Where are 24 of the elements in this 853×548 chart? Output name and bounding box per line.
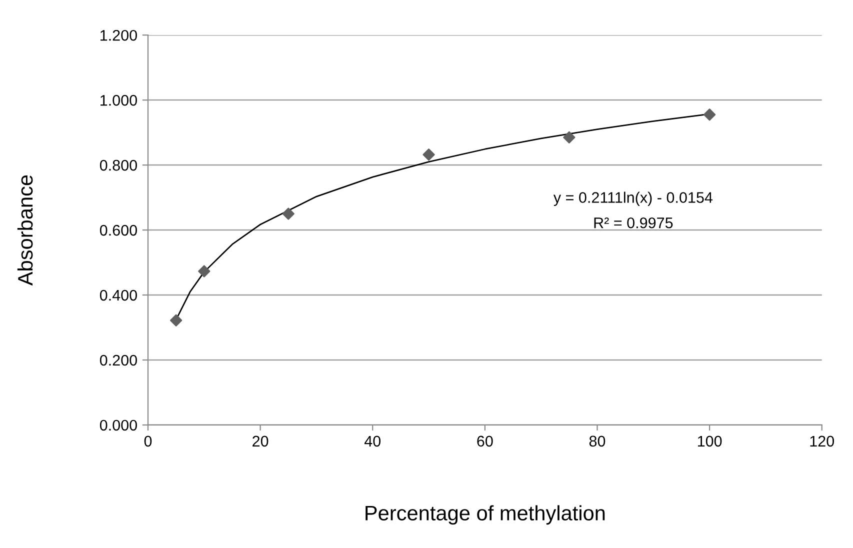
point [703, 108, 716, 121]
annotation: y = 0.2111ln(x) - 0.0154 [553, 192, 713, 206]
y-tick-label: 1.200 [100, 30, 137, 41]
x-axis-title: Percentage of methylation [366, 505, 605, 525]
x-tick-label: 120 [810, 436, 834, 447]
y-tick-label: 1.000 [100, 94, 137, 106]
y-axis-title: Absorbance [17, 175, 33, 286]
y-tick-label: 0.800 [100, 160, 137, 171]
x-tick-label: 80 [589, 436, 606, 447]
x-tick-label: 20 [252, 436, 268, 447]
x-tick-label: 100 [698, 436, 722, 447]
x-tick-label: 40 [364, 436, 381, 447]
y-tick-label: 0.000 [100, 420, 137, 431]
y-tick-label: 0.600 [100, 224, 137, 236]
point [170, 314, 182, 326]
annotation: R² = 0.9975 [594, 217, 673, 228]
point [282, 208, 294, 220]
point [563, 131, 576, 144]
x-tick-label: 60 [477, 436, 493, 447]
x-tick-label: 0 [144, 436, 152, 447]
y-tick-label: 0.200 [100, 354, 137, 366]
point [198, 265, 210, 278]
point [422, 148, 435, 161]
y-tick-label: 0.400 [100, 290, 137, 301]
